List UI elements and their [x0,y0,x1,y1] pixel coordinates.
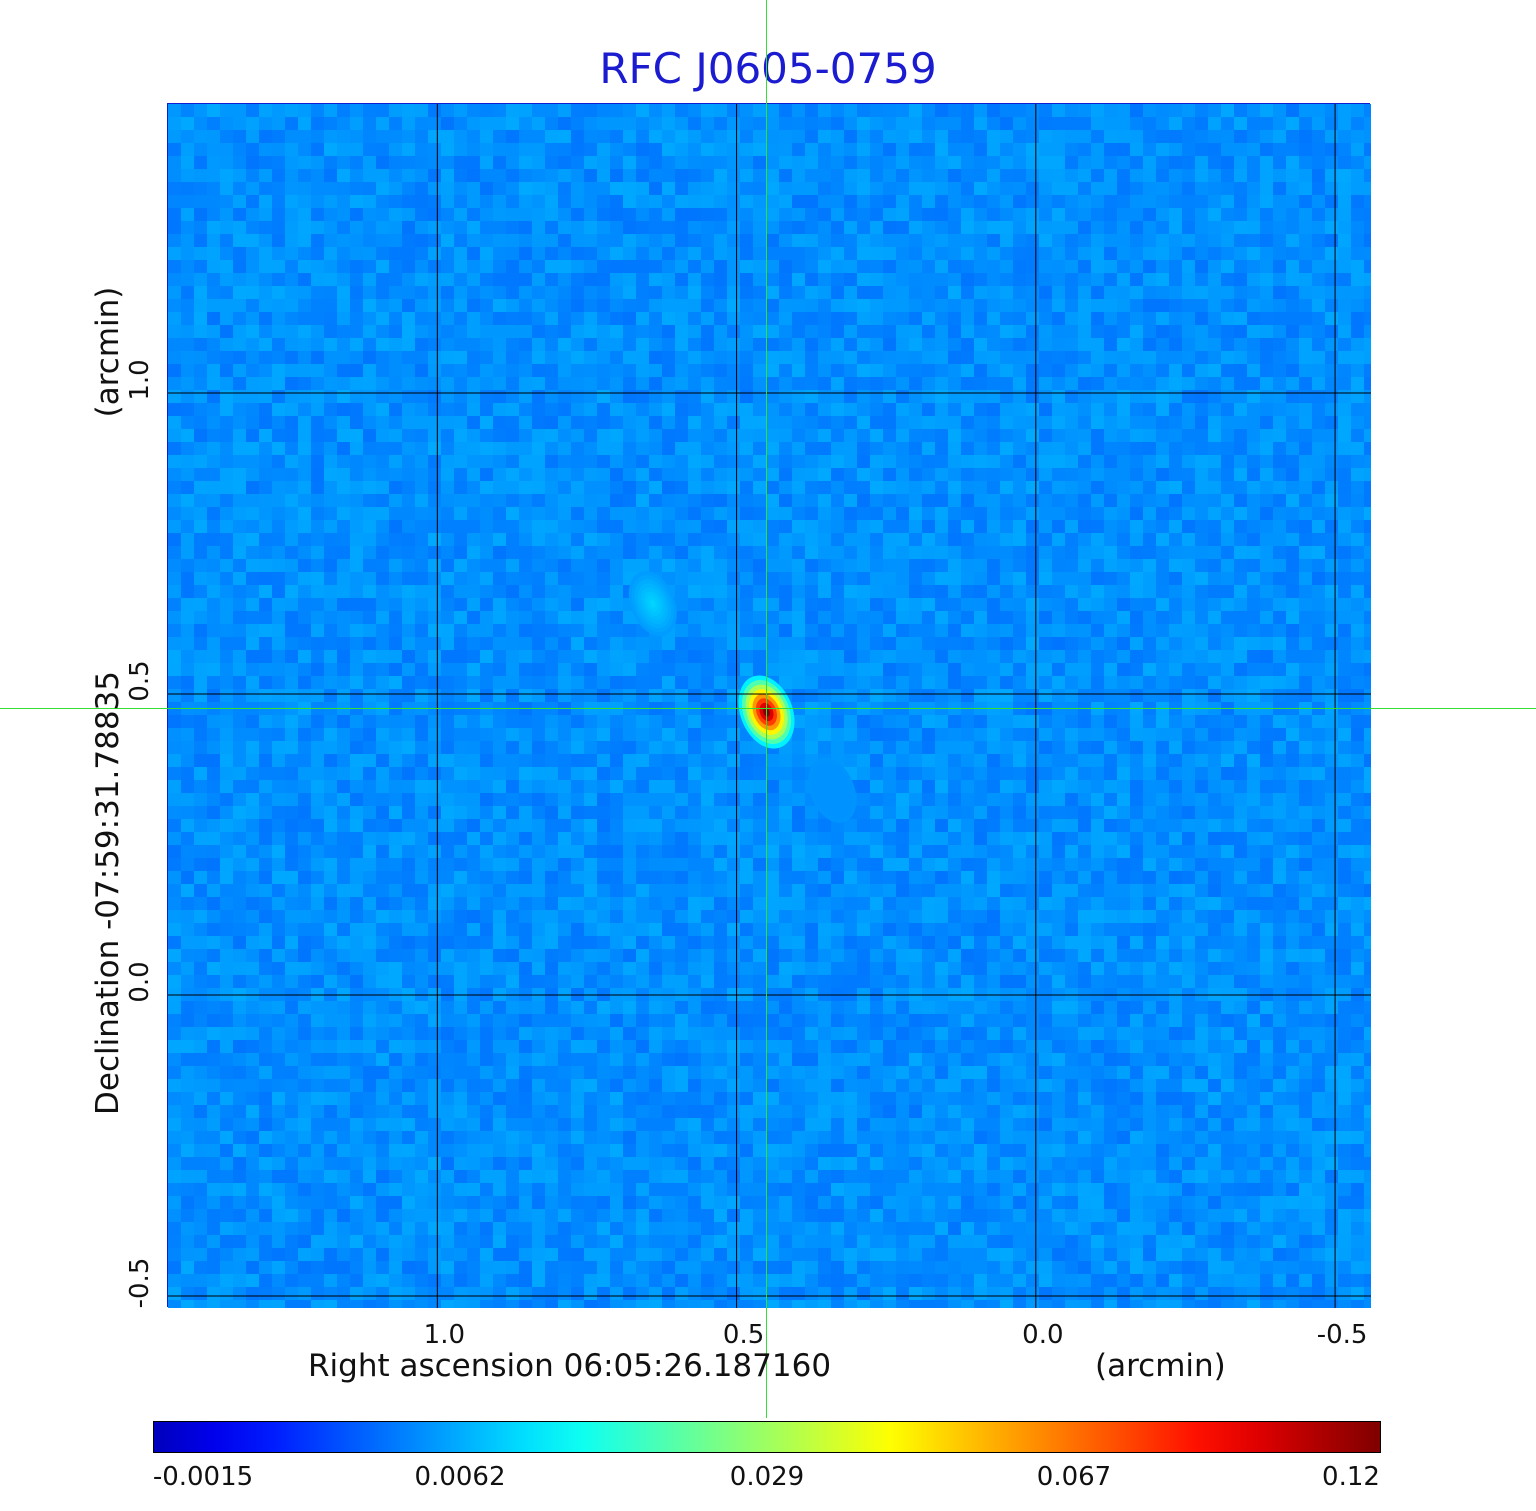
source-1-level-7 [649,599,656,608]
x-tick-label: 0.0 [1022,1320,1064,1350]
colorbar-tick-label: 0.0062 [414,1462,506,1492]
source-2-level-7 [829,786,836,795]
x-axis-unit: (arcmin) [1095,1348,1226,1384]
chart-title: RFC J0605-0759 [599,44,937,93]
y-axis-label: Declination -07:59:31.78835 [90,671,126,1115]
colorbar-tick-label: 0.029 [729,1462,805,1492]
x-tick-label: -0.5 [1316,1320,1368,1350]
plot-svg [168,104,1371,1308]
y-axis-unit: (arcmin) [90,286,126,418]
crosshair-horizontal [0,708,1536,709]
x-axis-label: Right ascension 06:05:26.187160 [308,1348,832,1384]
x-tick-label: 0.5 [722,1320,765,1350]
y-tick-label: 0.5 [125,660,155,702]
colorbar-tick-label: 0.12 [1322,1462,1380,1492]
crosshair-vertical [766,0,767,1418]
x-tick-label: 1.0 [423,1320,466,1350]
image-plot-area [167,103,1371,1308]
colorbar-tick-label: -0.0015 [152,1462,254,1492]
y-tick-label: 0.0 [125,961,155,1003]
y-tick-label: 1.0 [125,359,155,401]
colorbar [153,1421,1381,1453]
colorbar-tick-label: 0.067 [1036,1462,1112,1492]
y-tick-label: -0.5 [125,1257,155,1309]
